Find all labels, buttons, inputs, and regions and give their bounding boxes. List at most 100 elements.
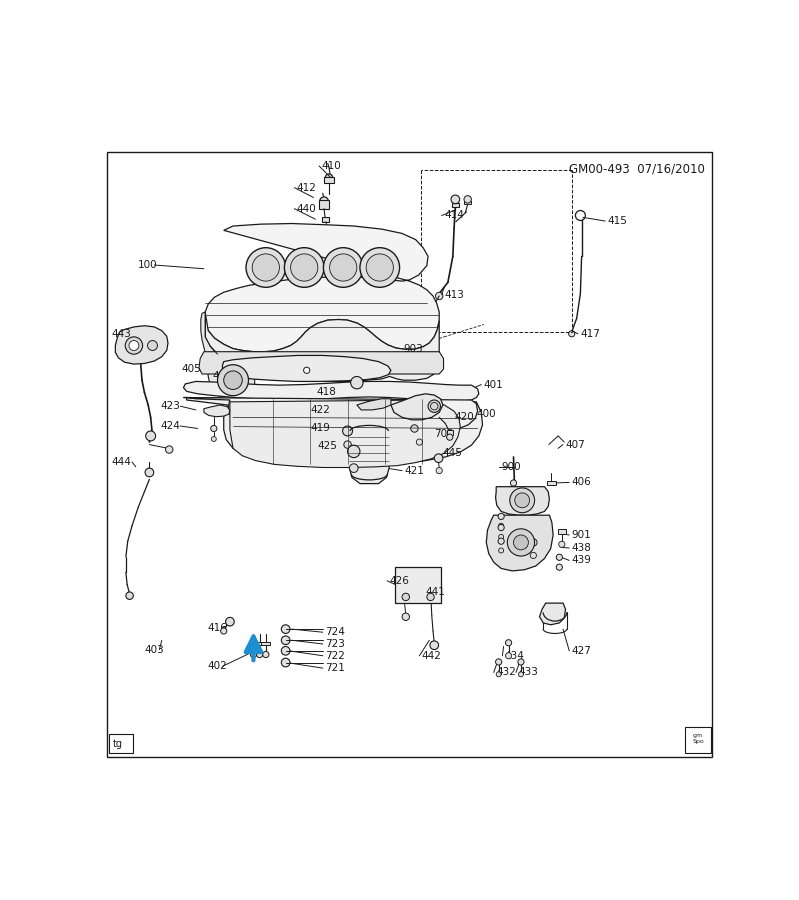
- Bar: [547, 481, 555, 485]
- Circle shape: [224, 371, 242, 390]
- Text: 422: 422: [311, 405, 330, 415]
- Circle shape: [281, 625, 290, 634]
- Text: 432: 432: [496, 668, 516, 678]
- Circle shape: [366, 254, 393, 281]
- Circle shape: [559, 541, 565, 547]
- Bar: [395, 567, 441, 603]
- Text: 424: 424: [161, 421, 181, 431]
- Text: 420: 420: [454, 411, 474, 422]
- Text: 413: 413: [444, 290, 464, 300]
- Polygon shape: [204, 405, 230, 417]
- Text: 430: 430: [503, 542, 522, 552]
- Circle shape: [250, 652, 256, 658]
- Circle shape: [427, 593, 435, 600]
- Polygon shape: [495, 487, 550, 515]
- Text: 722: 722: [325, 651, 345, 661]
- Circle shape: [330, 254, 357, 281]
- Bar: [256, 642, 264, 645]
- Circle shape: [225, 617, 234, 626]
- Text: 421: 421: [404, 465, 424, 475]
- Polygon shape: [187, 398, 483, 464]
- Text: 445: 445: [443, 447, 463, 457]
- Text: 439: 439: [572, 555, 591, 565]
- Circle shape: [569, 330, 574, 337]
- Bar: [685, 727, 711, 753]
- Text: 429: 429: [528, 542, 548, 552]
- Bar: [249, 642, 258, 645]
- Circle shape: [263, 652, 269, 658]
- Circle shape: [324, 227, 330, 233]
- Circle shape: [511, 480, 517, 486]
- Circle shape: [349, 464, 358, 472]
- Circle shape: [165, 446, 173, 454]
- Text: 423: 423: [161, 401, 181, 411]
- Text: 709: 709: [435, 429, 454, 439]
- Text: 402: 402: [208, 662, 228, 671]
- Text: 416: 416: [208, 623, 228, 633]
- Circle shape: [221, 628, 227, 634]
- Circle shape: [428, 400, 440, 412]
- Polygon shape: [487, 515, 553, 571]
- Circle shape: [402, 613, 410, 620]
- Circle shape: [411, 425, 418, 432]
- Text: 100: 100: [138, 260, 158, 270]
- Circle shape: [515, 493, 530, 508]
- Circle shape: [495, 659, 502, 665]
- Text: 401: 401: [484, 380, 503, 390]
- Circle shape: [320, 197, 328, 205]
- Text: 405: 405: [181, 364, 201, 374]
- Circle shape: [344, 441, 352, 448]
- Circle shape: [531, 553, 536, 559]
- Circle shape: [556, 554, 562, 561]
- Text: 440: 440: [296, 203, 316, 213]
- Circle shape: [402, 593, 410, 600]
- Text: 900: 900: [501, 462, 521, 472]
- Bar: [447, 430, 453, 435]
- Circle shape: [252, 254, 280, 281]
- Bar: [464, 201, 471, 204]
- Text: 419: 419: [311, 423, 330, 433]
- Text: 441: 441: [426, 587, 446, 597]
- Circle shape: [506, 640, 511, 646]
- Circle shape: [281, 658, 290, 667]
- Circle shape: [499, 523, 503, 528]
- Text: gm
Spo: gm Spo: [692, 734, 704, 744]
- Circle shape: [499, 548, 503, 553]
- Circle shape: [514, 535, 528, 550]
- Polygon shape: [115, 326, 168, 365]
- Circle shape: [519, 671, 523, 677]
- Circle shape: [343, 426, 352, 436]
- Text: 723: 723: [325, 639, 345, 649]
- Circle shape: [217, 364, 248, 396]
- Circle shape: [211, 436, 217, 442]
- Text: 425: 425: [318, 441, 338, 451]
- Text: 400: 400: [476, 409, 496, 419]
- Circle shape: [498, 525, 504, 531]
- Circle shape: [148, 340, 157, 350]
- Polygon shape: [205, 223, 439, 352]
- Text: 721: 721: [325, 663, 345, 673]
- Circle shape: [325, 174, 332, 182]
- Text: 426: 426: [390, 576, 410, 586]
- Circle shape: [575, 211, 586, 220]
- Circle shape: [447, 434, 453, 440]
- Circle shape: [416, 439, 423, 446]
- Circle shape: [507, 529, 535, 556]
- Circle shape: [145, 431, 156, 441]
- Circle shape: [324, 248, 363, 287]
- Circle shape: [451, 195, 459, 203]
- Text: 427: 427: [572, 646, 591, 656]
- Circle shape: [498, 538, 504, 544]
- Circle shape: [498, 513, 504, 519]
- Bar: [558, 529, 566, 534]
- Text: 414: 414: [444, 211, 464, 220]
- Circle shape: [499, 535, 503, 539]
- Polygon shape: [222, 356, 391, 382]
- Bar: [451, 203, 459, 207]
- Bar: [109, 734, 133, 753]
- Circle shape: [464, 195, 471, 203]
- Circle shape: [556, 564, 562, 571]
- Circle shape: [246, 248, 286, 287]
- Text: 438: 438: [572, 543, 591, 553]
- Circle shape: [304, 367, 310, 374]
